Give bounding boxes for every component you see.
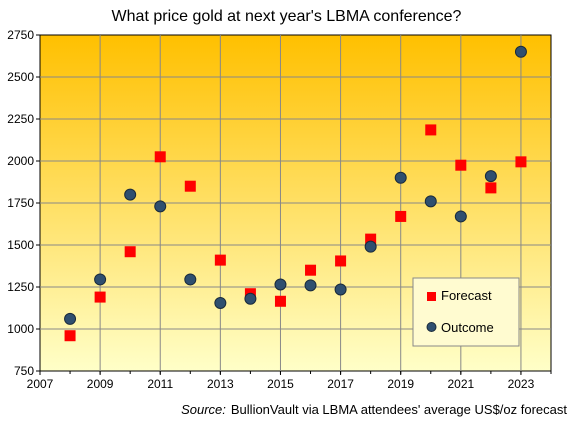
outcome-point — [364, 240, 377, 253]
forecast-point — [274, 295, 286, 307]
source-text: BullionVault via LBMA attendees' average… — [230, 402, 567, 417]
forecast-point — [184, 180, 196, 192]
outcome-point — [184, 273, 197, 286]
forecast-point — [335, 255, 347, 267]
outcome-point — [94, 273, 107, 286]
outcome-point — [424, 195, 437, 208]
y-tick-label: 2750 — [7, 28, 34, 42]
outcome-point — [64, 312, 77, 325]
chart-title: What price gold at next year's LBMA conf… — [111, 8, 462, 25]
outcome-point — [514, 45, 527, 58]
y-tick-label: 2500 — [7, 70, 34, 84]
forecast-point — [124, 246, 136, 258]
forecast-point — [395, 210, 407, 222]
y-tick-label: 1500 — [7, 238, 34, 252]
outcome-point — [214, 296, 227, 309]
forecast-point — [485, 182, 497, 194]
axes: 750 1000 1250 1500 1750 2000 2250 2500 2750 2007 2… — [7, 28, 552, 391]
x-tick-label: 2019 — [387, 377, 414, 391]
x-tick-label: 2017 — [327, 377, 354, 391]
outcome-point — [304, 279, 317, 292]
y-tick-label: 2250 — [7, 112, 34, 126]
y-tick-label: 1750 — [7, 196, 34, 210]
forecast-point — [154, 151, 166, 163]
x-tick-label: 2007 — [27, 377, 54, 391]
source-note: Source: BullionVault via LBMA attendees' … — [181, 402, 567, 417]
forecast-point — [214, 254, 226, 266]
forecast-point — [64, 330, 76, 342]
legend-outcome-marker — [426, 322, 437, 332]
legend: Forecast Outcome — [412, 277, 520, 347]
forecast-point — [515, 156, 527, 168]
x-tick-label: 2009 — [87, 377, 114, 391]
legend-forecast-label: Forecast — [441, 288, 492, 303]
y-tick-label: 1000 — [7, 322, 34, 336]
outcome-point — [274, 278, 287, 291]
legend-box — [412, 277, 520, 347]
outcome-point — [484, 170, 497, 183]
gridlines — [40, 35, 551, 371]
forecast-point — [455, 159, 467, 171]
forecast-point — [425, 124, 437, 136]
x-tick-label: 2013 — [207, 377, 234, 391]
source-prefix: Source: — [181, 402, 226, 417]
outcome-point — [394, 171, 407, 184]
forecast-point — [305, 264, 317, 276]
outcome-point — [334, 283, 347, 296]
outcome-point — [124, 188, 137, 201]
forecast-point — [365, 233, 377, 245]
outcome-point — [154, 200, 167, 213]
y-tick-label: 750 — [14, 364, 34, 378]
outcome-point — [454, 210, 467, 223]
outcome-point — [244, 292, 257, 305]
x-tick-label: 2021 — [447, 377, 474, 391]
y-tick-label: 2000 — [7, 154, 34, 168]
legend-forecast-marker — [427, 292, 436, 301]
outcome-series — [64, 45, 527, 325]
y-tick-label: 1250 — [7, 280, 34, 294]
x-tick-label: 2023 — [508, 377, 535, 391]
x-tick-label: 2015 — [267, 377, 294, 391]
legend-outcome-label: Outcome — [441, 320, 494, 335]
x-tick-label: 2011 — [147, 377, 173, 391]
forecast-point — [94, 291, 106, 303]
